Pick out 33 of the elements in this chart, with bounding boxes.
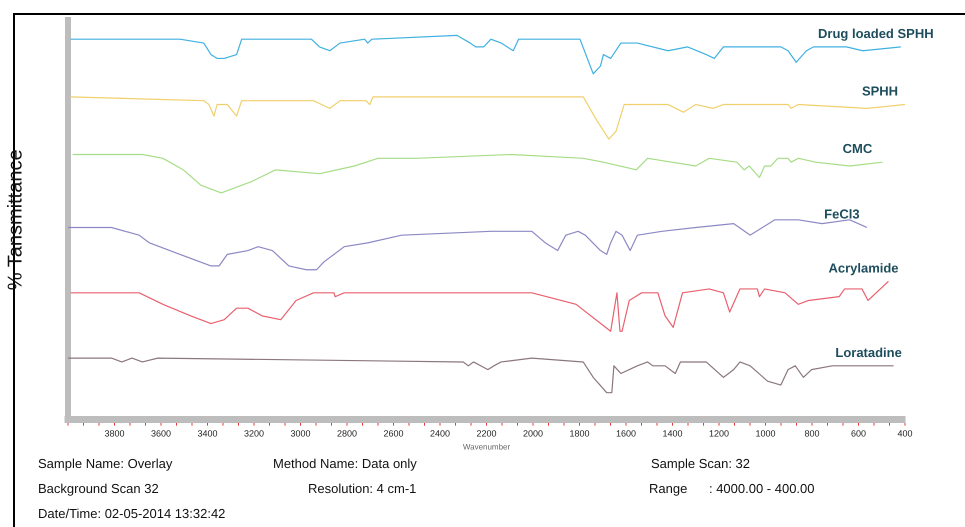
x-tick-label: 1200 [708, 428, 730, 438]
series-label: Acrylamide [828, 260, 899, 276]
x-tick-label: 2400 [430, 428, 450, 438]
text: Date/Time: 02-05-2014 13:32:42 [38, 506, 226, 521]
x-tick-label: 800 [804, 428, 820, 438]
x-tick-label: 400 [897, 428, 913, 438]
x-axis-title: Wavenumber [462, 442, 510, 452]
x-tick-label: 1600 [616, 428, 636, 438]
series-label: Drug loaded SPHH [818, 26, 934, 41]
series-label: Loratadine [835, 344, 902, 360]
x-tick-label: 3400 [197, 428, 218, 438]
x-tick-label: 3600 [150, 428, 172, 438]
text: Range : 4000.00 - 400.00 [649, 481, 815, 496]
x-tick-label: 1400 [662, 428, 683, 438]
x-tick-label: 3000 [290, 428, 311, 438]
series-label: FeCl3 [824, 206, 860, 222]
x-tick-label: 1800 [569, 428, 590, 438]
series-label: CMC [842, 141, 873, 156]
x-tick-label: 3800 [104, 428, 125, 438]
y-axis-title: % Tansmittance [4, 149, 27, 290]
text: Resolution: 4 cm-1 [308, 481, 416, 496]
text: Background Scan 32 [38, 481, 159, 496]
x-tick-label: 600 [850, 428, 866, 438]
x-tick-label: 3200 [244, 428, 264, 438]
text: Sample Name: Overlay [38, 456, 172, 471]
x-tick-label: 2600 [383, 428, 404, 438]
x-tick-label: 2200 [476, 428, 497, 438]
series-label: SPHH [862, 84, 898, 99]
text: Sample Scan: 32 [651, 456, 750, 471]
x-tick-label: 1000 [755, 428, 776, 438]
text: Method Name: Data only [273, 456, 417, 471]
x-tick-label: 2800 [336, 428, 358, 438]
x-tick-label: 2000 [522, 428, 544, 438]
